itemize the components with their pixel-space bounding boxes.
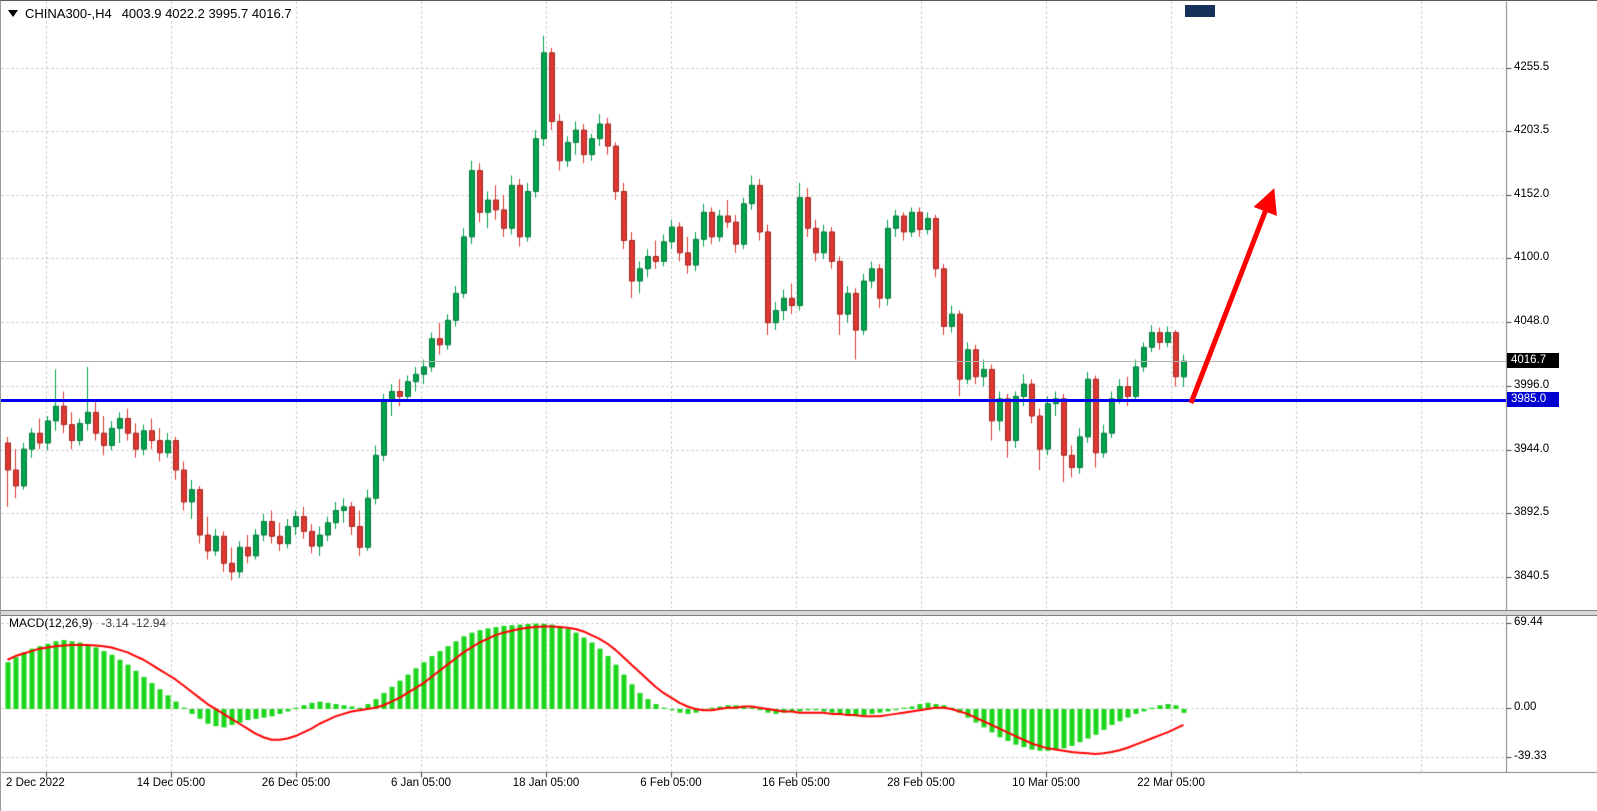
macd-axis-label: 0.00 (1514, 701, 1537, 714)
time-axis-label: 14 Dec 05:00 (136, 777, 206, 789)
symbol-timeframe-label: CHINA300-,H4 (25, 6, 112, 21)
time-axis[interactable]: 2 Dec 2022 14 Dec 05:00 26 Dec 05:00 6 Jan … (1, 773, 1597, 799)
price-axis-label: 4048.0 (1514, 315, 1550, 328)
dropdown-triangle-icon[interactable] (8, 10, 18, 17)
macd-indicator-values: -3.14 -12.94 (101, 616, 167, 630)
price-axis-label: 4255.5 (1514, 60, 1550, 73)
time-axis-label: 2 Dec 2022 (6, 777, 65, 789)
price-axis-label: 3892.5 (1514, 506, 1550, 519)
price-axis-label: 3840.5 (1514, 569, 1550, 582)
time-axis-label: 26 Dec 05:00 (261, 777, 331, 789)
time-axis-label: 22 Mar 05:00 (1137, 777, 1205, 789)
time-axis-label: 10 Mar 05:00 (1012, 777, 1080, 789)
ohlc-values: 4003.9 4022.2 3995.7 4016.7 (121, 6, 292, 21)
support-price-tag: 3985.0 (1507, 392, 1559, 408)
time-axis-label: 6 Jan 05:00 (390, 777, 452, 789)
time-axis-label: 18 Jan 05:00 (512, 777, 580, 789)
price-axis-label: 4100.0 (1514, 251, 1550, 264)
price-axis-label: 4203.5 (1514, 124, 1550, 137)
price-axis[interactable]: 4016.7 3985.0 4255.5 4203.5 4152.0 4100.0 40… (1507, 1, 1597, 772)
current-price-tag: 4016.7 (1507, 353, 1559, 369)
chart-title: CHINA300-,H4 4003.9 4022.2 3995.7 4016.7 (8, 6, 292, 21)
chart-shift-marker[interactable] (1185, 5, 1215, 17)
time-axis-label: 28 Feb 05:00 (887, 777, 955, 789)
time-axis-label: 16 Feb 05:00 (762, 777, 830, 789)
current-price-line (1, 361, 1506, 362)
macd-indicator-label: MACD(12,26,9) -3.14 -12.94 (9, 616, 166, 630)
macd-axis-label: -39.33 (1514, 749, 1547, 762)
time-axis-label: 6 Feb 05:00 (640, 777, 702, 789)
macd-indicator-name: MACD(12,26,9) (9, 616, 93, 630)
price-axis-label: 3996.0 (1514, 379, 1550, 392)
panel-splitter[interactable] (1, 610, 1597, 616)
horizontal-support-line[interactable] (1, 399, 1506, 402)
macd-axis-label: 69.44 (1514, 615, 1543, 628)
price-axis-label: 3944.0 (1514, 442, 1550, 455)
price-axis-label: 4152.0 (1514, 187, 1550, 200)
